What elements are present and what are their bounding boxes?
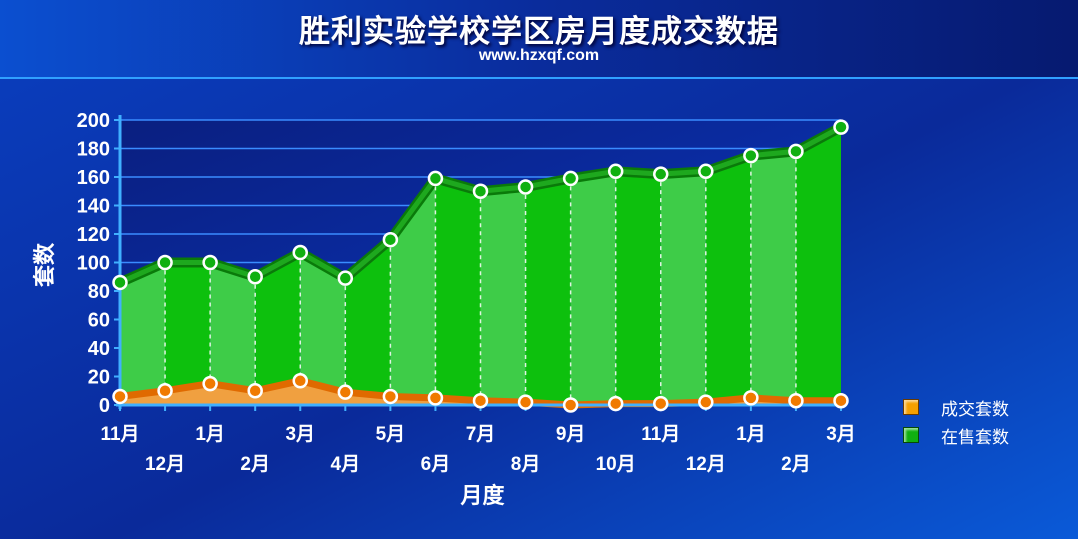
y-tick-label: 140: [77, 196, 110, 218]
deals-point: [743, 390, 759, 406]
listings-area-band: [570, 171, 616, 405]
listings-point: [698, 163, 714, 180]
x-tick-label: 3月: [285, 424, 315, 445]
deals-point: [157, 383, 173, 399]
y-tick-label: 20: [88, 367, 110, 389]
deals-point: [247, 383, 263, 399]
listings-point: [607, 163, 624, 180]
legend-item-deals: 成交套数: [903, 393, 1009, 421]
x-tick-label: 11月: [100, 424, 139, 445]
x-tick-label: 3月: [826, 424, 856, 445]
listings-area-band: [435, 178, 481, 405]
y-tick-label: 120: [77, 224, 110, 246]
y-tick-label: 0: [99, 395, 110, 417]
deals-point: [517, 394, 534, 410]
listings-point: [788, 143, 804, 160]
listings-point: [562, 170, 579, 187]
deals-point: [427, 390, 444, 406]
x-tick-label: 2月: [781, 454, 811, 475]
x-tick-label: 2月: [240, 454, 270, 475]
x-tick-label: 5月: [376, 424, 406, 445]
deals-point: [202, 375, 218, 392]
header-divider: [0, 77, 1078, 79]
y-tick-label: 180: [77, 139, 110, 161]
listings-point: [517, 179, 534, 195]
listings-area-band: [750, 151, 796, 405]
listings-point: [247, 269, 263, 285]
listings-area-band: [255, 252, 301, 405]
deals-point: [112, 388, 128, 405]
listings-point: [653, 166, 669, 182]
listings-area-band: [615, 171, 661, 405]
listings-area-band: [525, 178, 571, 405]
listings-point: [112, 274, 128, 291]
deals-point: [788, 392, 804, 409]
legend-swatch-listings: [903, 427, 919, 443]
x-tick-label: 7月: [466, 424, 496, 445]
listings-point: [833, 119, 849, 135]
deals-point: [472, 392, 489, 409]
listings-point: [337, 270, 354, 286]
legend-label-deals: 成交套数: [941, 399, 1009, 420]
listings-point: [743, 147, 759, 164]
listings-area-band: [165, 262, 211, 405]
header-band: [0, 0, 1078, 78]
deals-point: [337, 384, 354, 400]
listings-point: [472, 183, 489, 199]
legend-item-listings: 在售套数: [903, 421, 1009, 449]
y-tick-label: 60: [88, 310, 110, 332]
x-tick-label: 10月: [596, 454, 636, 475]
deals-point: [292, 373, 308, 389]
deals-point: [607, 395, 624, 412]
x-tick-label: 4月: [331, 454, 361, 475]
x-tick-label: 6月: [421, 454, 451, 475]
y-tick-label: 40: [88, 338, 110, 360]
deals-point: [562, 397, 579, 413]
listings-point: [427, 170, 444, 187]
x-tick-label: 12月: [145, 454, 185, 475]
listings-point: [202, 254, 218, 271]
listings-area-band: [210, 262, 256, 405]
legend-label-listings: 在售套数: [941, 427, 1009, 448]
listings-point: [382, 231, 399, 248]
deals-point: [653, 395, 669, 412]
y-tick-label: 200: [77, 110, 110, 132]
listings-area-band: [705, 155, 751, 405]
x-tick-label: 1月: [736, 424, 766, 445]
deals-point: [833, 392, 849, 409]
x-tick-label: 8月: [511, 454, 541, 475]
x-tick-label: 1月: [195, 424, 225, 445]
listings-area-band: [660, 171, 706, 405]
listings-point: [292, 244, 308, 261]
y-axis-title: 套数: [32, 242, 57, 287]
chart-subtitle: www.hzxqf.com: [478, 47, 600, 64]
deals-point: [382, 388, 399, 405]
y-tick-label: 80: [88, 281, 110, 303]
x-tick-label: 12月: [686, 454, 726, 475]
legend: 成交套数 在售套数: [903, 393, 1009, 449]
x-tick-label: 11月: [641, 424, 680, 445]
listings-area-band: [120, 262, 166, 405]
legend-swatch-deals: [903, 399, 919, 415]
y-tick-label: 100: [77, 253, 110, 275]
deals-point: [698, 394, 714, 410]
x-axis-title: 月度: [459, 483, 505, 508]
y-tick-label: 160: [77, 167, 110, 189]
listings-point: [157, 254, 173, 271]
listings-area-band: [390, 178, 436, 405]
x-tick-label: 9月: [556, 424, 586, 445]
listings-area-band: [795, 127, 841, 405]
listings-area-band: [300, 252, 346, 405]
listings-area-band: [345, 239, 391, 405]
listings-area-band: [480, 186, 526, 405]
chart-title: 胜利实验学校学区房月度成交数据: [299, 14, 779, 50]
